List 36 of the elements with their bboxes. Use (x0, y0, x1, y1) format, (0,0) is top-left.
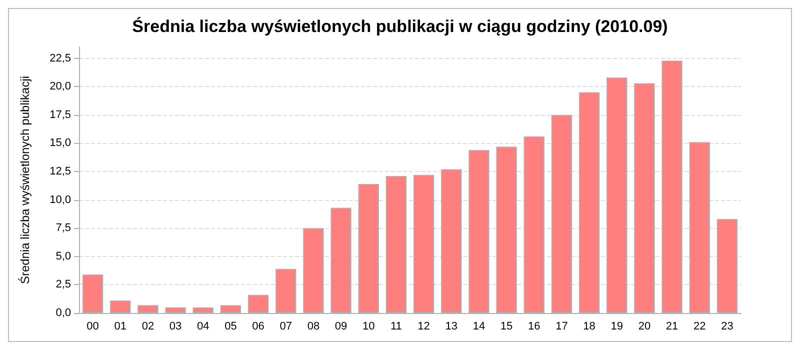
y-tick-label: 7,5 (56, 222, 71, 234)
x-tick-label: 09 (334, 320, 348, 332)
x-tick-label: 01 (114, 320, 126, 332)
y-tick-label: 12,5 (50, 166, 71, 178)
x-tick-label: 20 (638, 320, 651, 332)
x-tick-label: 12 (418, 320, 430, 332)
x-tick-label: 02 (142, 320, 154, 332)
x-tick-label: 13 (445, 320, 458, 332)
chart-title: Średnia liczba wyświetlonych publikacji w ciągu godziny (2010.09) (132, 16, 668, 36)
x-tick-label: 17 (556, 320, 568, 332)
x-tick-label: 06 (252, 320, 264, 332)
x-tick-label: 08 (307, 320, 320, 332)
x-tick-label: 07 (280, 320, 292, 332)
x-tick-label: 21 (666, 320, 678, 332)
y-tick-label: 22,5 (50, 52, 71, 64)
x-tick-label: 04 (197, 320, 210, 332)
y-tick-label: 2,5 (56, 278, 71, 291)
x-tick-label: 23 (721, 320, 734, 332)
y-tick-label: 15,0 (50, 137, 71, 150)
x-tick-label: 03 (169, 320, 182, 332)
y-tick-label: 0,0 (56, 307, 71, 319)
x-tick-label: 16 (528, 320, 540, 332)
x-tick-label: 05 (224, 320, 237, 332)
y-tick-label: 5,0 (56, 250, 71, 262)
x-tick-label: 00 (86, 320, 99, 332)
y-tick-label: 10,0 (50, 194, 71, 206)
y-tick-label: 20,0 (50, 80, 71, 93)
y-axis-title: Średnia liczba wyświetlonych publikacji (18, 76, 32, 284)
x-tick-label: 19 (610, 320, 623, 332)
x-tick-label: 15 (500, 320, 513, 332)
x-tick-label: 11 (390, 320, 402, 332)
x-tick-label: 18 (583, 320, 596, 332)
x-tick-label: 10 (362, 320, 375, 332)
x-tick-label: 22 (694, 320, 706, 332)
x-tick-label: 14 (472, 320, 486, 332)
y-tick-label: 17,5 (50, 108, 71, 121)
